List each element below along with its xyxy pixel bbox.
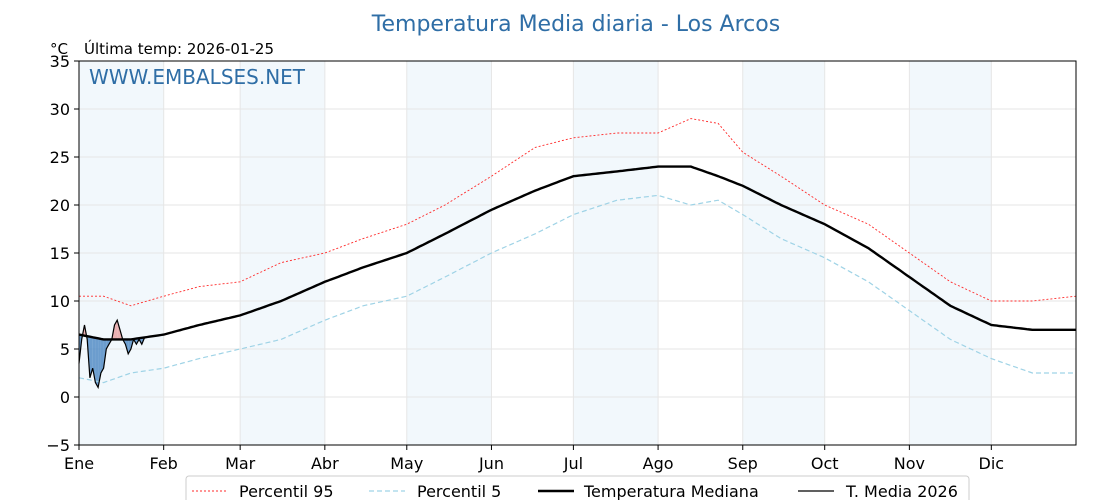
chart-title: Temperatura Media diaria - Los Arcos — [371, 12, 780, 37]
legend-box — [185, 475, 970, 500]
legend-label: T. Media 2026 — [845, 482, 958, 500]
legend-label: Percentil 5 — [417, 482, 501, 500]
x-tick-label: Ene — [64, 454, 94, 473]
x-tick-label: Sep — [728, 454, 758, 473]
y-tick-label: 15 — [50, 244, 70, 263]
y-tick-label: 30 — [50, 100, 70, 119]
x-tick-label: Mar — [225, 454, 256, 473]
legend: Percentil 95 Percentil 5 Temperatura Media… — [185, 475, 970, 500]
unit-label: °C — [50, 40, 68, 58]
x-tick-label: Jun — [478, 454, 504, 473]
series-line-t-media-2026 — [78, 318, 146, 390]
legend-label: Percentil 95 — [239, 482, 334, 500]
x-tick-label: Ago — [643, 454, 674, 473]
y-axis: −5 0 5 10 15 20 25 30 35 — [46, 52, 79, 455]
y-tick-label: −5 — [46, 436, 70, 455]
legend-label: Temperatura Mediana — [583, 482, 759, 500]
y-tick-label: 35 — [50, 52, 70, 71]
y-tick-label: 0 — [60, 388, 70, 407]
cold-anomaly-fill — [89, 336, 93, 378]
series-line-temperatura-mediana — [78, 165, 1076, 341]
watermark: WWW.EMBALSES.NET — [89, 65, 306, 89]
cold-anomaly-fill — [95, 337, 99, 388]
y-tick-label: 5 — [60, 340, 70, 359]
x-tick-label: Dic — [979, 454, 1005, 473]
cold-anomaly-fill — [100, 338, 104, 373]
x-tick-label: Feb — [150, 454, 178, 473]
x-tick-label: Nov — [894, 454, 925, 473]
series-line-percentil-5 — [78, 194, 1076, 384]
x-tick-label: Oct — [811, 454, 839, 473]
x-tick-label: May — [390, 454, 423, 473]
x-tick-label: Jul — [563, 454, 583, 473]
x-tick-label: Abr — [311, 454, 339, 473]
series-lines — [78, 118, 1077, 390]
y-tick-label: 10 — [50, 292, 70, 311]
warm-anomaly-fill — [117, 320, 120, 340]
last-temp-label: Última temp: 2026-01-25 — [84, 39, 274, 58]
y-tick-label: 20 — [50, 196, 70, 215]
y-tick-label: 25 — [50, 148, 70, 167]
x-axis: Ene Feb Mar Abr May Jun Jul Ago Sep Oct Nov Dic — [64, 445, 1004, 473]
